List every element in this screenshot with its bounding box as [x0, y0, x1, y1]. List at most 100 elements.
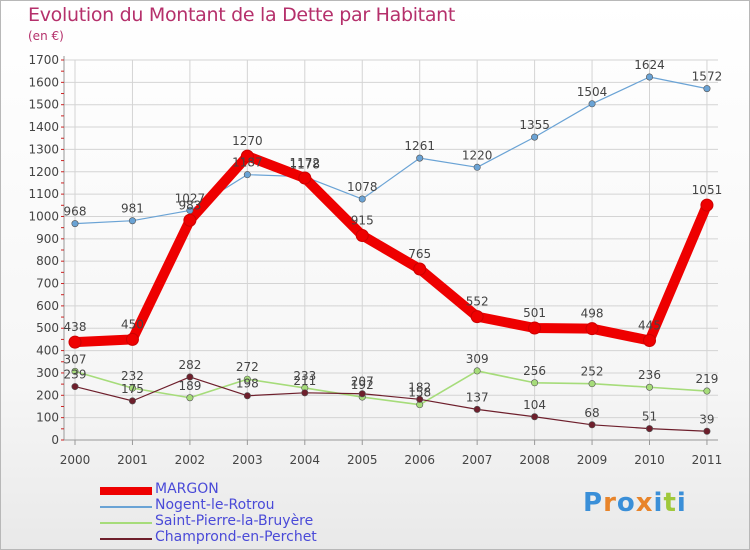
- data-point: [183, 213, 197, 227]
- logo-letter: x: [635, 488, 654, 518]
- y-tick-label: 500: [36, 321, 59, 335]
- data-point: [700, 198, 714, 212]
- legend-label: Champrond-en-Perchet: [155, 529, 317, 545]
- legend-swatch: [100, 538, 152, 540]
- data-point: [128, 397, 136, 405]
- data-label: 282: [178, 358, 201, 372]
- data-point: [528, 321, 542, 335]
- legend-label: MARGON: [155, 481, 219, 497]
- y-tick-label: 0: [51, 433, 59, 447]
- legend-item-nogent-le-rotrou: Nogent-le-Rotrou: [100, 497, 420, 515]
- series-line-champrond-en-perchet: [74, 376, 708, 432]
- y-tick-label: 600: [36, 299, 59, 313]
- data-point: [588, 100, 596, 108]
- data-point: [128, 217, 136, 225]
- data-label: 981: [121, 202, 144, 216]
- data-label: 498: [581, 307, 604, 321]
- logo-letter: i: [653, 488, 664, 518]
- x-tick-label: 2007: [462, 453, 493, 467]
- data-point: [125, 332, 139, 346]
- data-point: [355, 228, 369, 242]
- data-label: 1355: [519, 118, 550, 132]
- y-tick-label: 1400: [28, 120, 59, 134]
- data-label: 307: [64, 352, 87, 366]
- legend-item-margon: MARGON: [100, 481, 420, 499]
- x-tick-label: 2005: [347, 453, 378, 467]
- data-label: 68: [584, 406, 599, 420]
- data-point: [413, 262, 427, 276]
- logo-letter: i: [676, 488, 687, 518]
- data-label: 765: [408, 247, 431, 261]
- data-point: [358, 390, 366, 398]
- series-line-margon: [70, 151, 712, 348]
- logo-letter: t: [663, 488, 677, 518]
- data-label: 51: [642, 410, 657, 424]
- data-label: 438: [64, 320, 87, 334]
- data-label: 207: [351, 375, 374, 389]
- data-point: [703, 427, 711, 435]
- legend-swatch: [100, 506, 152, 508]
- data-label: 1027: [175, 191, 206, 205]
- data-point: [703, 387, 711, 395]
- data-label: 272: [236, 360, 259, 374]
- x-tick-label: 2000: [60, 453, 91, 467]
- data-label: 182: [408, 380, 431, 394]
- y-tick-label: 1600: [28, 75, 59, 89]
- x-tick-label: 2003: [232, 453, 263, 467]
- data-point: [71, 367, 79, 375]
- y-tick-label: 200: [36, 388, 59, 402]
- data-label: 211: [293, 374, 316, 388]
- data-point: [186, 394, 194, 402]
- data-label: 552: [466, 295, 489, 309]
- series-line-nogent-le-rotrou: [74, 76, 708, 225]
- legend-label: Saint-Pierre-la-Bruyère: [155, 513, 314, 529]
- data-point: [531, 379, 539, 387]
- y-tick-label: 700: [36, 277, 59, 291]
- x-tick-label: 2006: [404, 453, 435, 467]
- data-label: 1572: [692, 70, 723, 84]
- logo-letter: o: [616, 488, 636, 518]
- data-label: 983: [178, 198, 201, 212]
- data-label: 239: [64, 368, 87, 382]
- data-point: [71, 383, 79, 391]
- data-point: [703, 85, 711, 93]
- data-label: 915: [351, 213, 374, 227]
- x-tick-label: 2001: [117, 453, 148, 467]
- data-label: 309: [466, 352, 489, 366]
- y-tick-label: 400: [36, 344, 59, 358]
- data-point: [473, 163, 481, 171]
- data-label: 252: [581, 365, 604, 379]
- y-tick-label: 1700: [28, 53, 59, 67]
- y-tick-label: 900: [36, 232, 59, 246]
- y-tick-label: 1500: [28, 98, 59, 112]
- data-label: 1178: [290, 158, 321, 172]
- data-point: [645, 425, 653, 433]
- data-point: [473, 367, 481, 375]
- y-tick-label: 100: [36, 411, 59, 425]
- data-point: [186, 373, 194, 381]
- legend-item-saint-pierre-la-bruyere: Saint-Pierre-la-Bruyère: [100, 513, 420, 531]
- data-point: [645, 383, 653, 391]
- chart-title: Evolution du Montant de la Dette par Hab…: [28, 4, 456, 26]
- legend-swatch: [100, 522, 152, 524]
- data-point: [643, 334, 656, 348]
- data-point: [470, 310, 484, 324]
- y-tick-label: 1100: [28, 187, 59, 201]
- data-point: [128, 384, 136, 392]
- data-label: 192: [351, 378, 374, 392]
- legend-item-champrond-en-perchet: Champrond-en-Perchet: [100, 529, 420, 547]
- legend-label: Nogent-le-Rotrou: [155, 497, 275, 513]
- data-label: 1220: [462, 148, 493, 162]
- x-tick-label: 2011: [692, 453, 723, 467]
- data-point: [416, 154, 424, 162]
- data-point: [645, 73, 653, 81]
- data-point: [588, 380, 596, 388]
- x-tick-label: 2008: [519, 453, 550, 467]
- data-point: [585, 322, 599, 336]
- data-label: 1261: [404, 139, 435, 153]
- y-tick-label: 1300: [28, 142, 59, 156]
- data-label: 236: [638, 368, 661, 382]
- series-line-saint-pierre-la-bruyere: [74, 370, 708, 406]
- data-label: 445: [638, 319, 661, 333]
